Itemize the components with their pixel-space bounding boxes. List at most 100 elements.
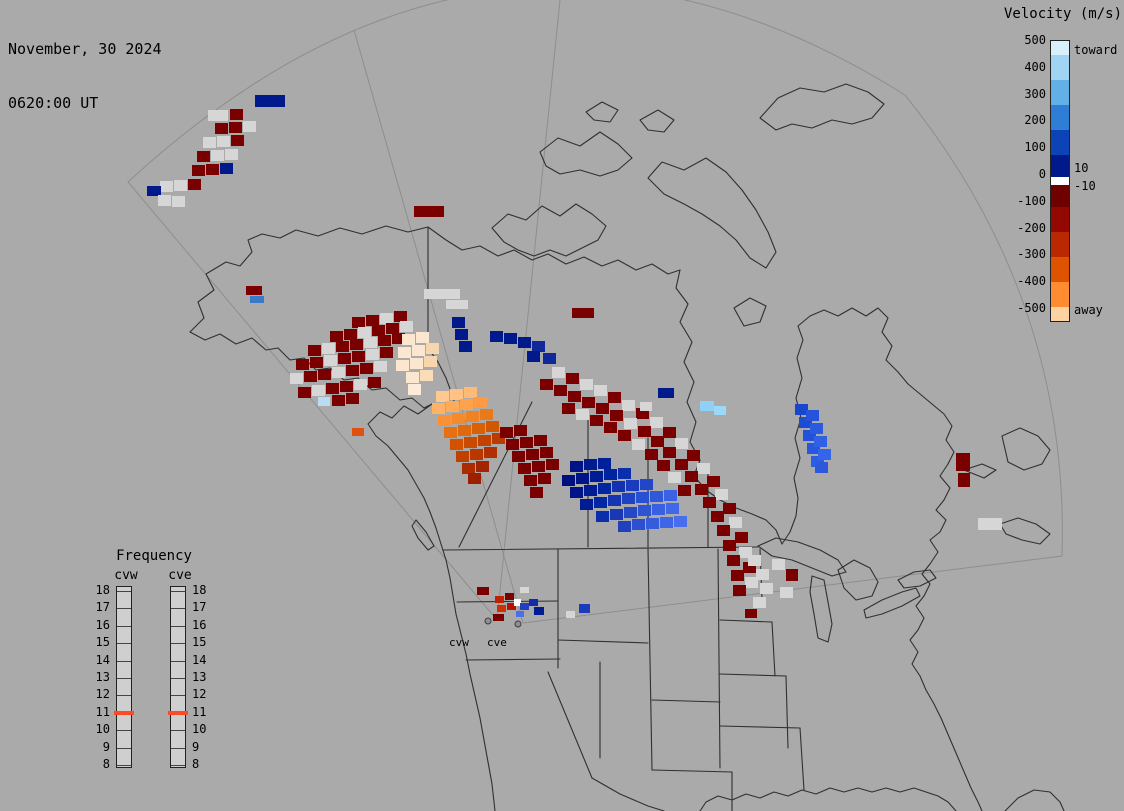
scatter-cell bbox=[582, 397, 595, 408]
scatter-cell bbox=[452, 317, 465, 328]
scatter-cell bbox=[678, 485, 691, 496]
state-border-or-ca bbox=[465, 658, 561, 661]
scatter-cell bbox=[456, 451, 469, 462]
scatter-cell bbox=[626, 480, 639, 491]
scatter-cell bbox=[562, 475, 575, 486]
frequency-tick-label: 14 bbox=[192, 652, 207, 667]
state-border-co-nm bbox=[651, 769, 733, 773]
scatter-cell bbox=[470, 449, 483, 460]
frequency-bar-tick bbox=[117, 591, 131, 592]
velocity-tick-label: -400 bbox=[1017, 274, 1046, 289]
velocity-colorbar bbox=[1050, 40, 1070, 322]
scatter-cell bbox=[612, 481, 625, 492]
scatter-cell bbox=[632, 439, 645, 450]
frequency-tick-label: 11 bbox=[95, 704, 110, 719]
frequency-marker bbox=[168, 711, 188, 716]
scatter-cell bbox=[663, 427, 676, 438]
scatter-cell bbox=[566, 611, 575, 618]
scatter-cell bbox=[336, 341, 349, 352]
scatter-cell bbox=[543, 353, 556, 364]
gulf-coastline bbox=[699, 787, 957, 811]
velocity-color-segment bbox=[1051, 41, 1069, 55]
scatter-cell bbox=[660, 517, 673, 528]
scatter-cell bbox=[580, 379, 593, 390]
scatter-cell bbox=[646, 518, 659, 529]
scatter-cell bbox=[652, 504, 665, 515]
velocity-legend-title: Velocity (m/s) bbox=[1004, 6, 1123, 22]
scatter-cell bbox=[735, 532, 748, 543]
frequency-bar-tick bbox=[117, 678, 131, 679]
scatter-cell bbox=[700, 401, 714, 411]
scatter-cell bbox=[576, 409, 589, 420]
scatter-cell bbox=[529, 599, 538, 606]
scatter-cell bbox=[748, 555, 761, 566]
scatter-cell bbox=[745, 577, 758, 588]
away-label: away bbox=[1074, 303, 1103, 317]
scatter-cell bbox=[304, 371, 317, 382]
scatter-cell bbox=[380, 313, 393, 324]
frequency-tick-label: 18 bbox=[192, 583, 207, 597]
scatter-cell bbox=[723, 503, 736, 514]
scatter-cell bbox=[495, 596, 504, 603]
date-text: November, 30 2024 bbox=[8, 40, 162, 58]
scatter-cell bbox=[229, 122, 242, 133]
lake-huron bbox=[837, 559, 879, 601]
scatter-cell bbox=[650, 417, 663, 428]
time-text: 0620:00 UT bbox=[8, 94, 99, 112]
scatter-cell bbox=[147, 186, 161, 196]
scatter-cell bbox=[552, 367, 565, 378]
scatter-cell bbox=[570, 487, 583, 498]
frequency-bar-tick bbox=[171, 625, 185, 627]
plus10-label: 10 bbox=[1074, 161, 1089, 175]
scatter-cell bbox=[714, 406, 726, 415]
scatter-cell bbox=[532, 341, 545, 352]
ellesmere-island bbox=[759, 83, 885, 131]
frequency-bar-tick bbox=[117, 625, 131, 627]
frequency-tick-label: 11 bbox=[192, 704, 207, 719]
scatter-cell bbox=[298, 387, 311, 398]
frequency-tick-label: 12 bbox=[192, 687, 207, 702]
state-border-wa-or bbox=[456, 600, 559, 603]
frequency-bar-tick bbox=[171, 695, 185, 697]
scatter-cell bbox=[729, 517, 742, 528]
velocity-color-segment bbox=[1051, 155, 1069, 177]
frequency-ticks-right: 18 17 16 15 14 13 12 11 10 9 8 bbox=[192, 584, 214, 774]
scatter-cell bbox=[462, 463, 475, 474]
scatter-cell bbox=[174, 180, 187, 191]
scatter-cell bbox=[554, 385, 567, 396]
fov-fan-cvw-outline bbox=[127, 0, 906, 621]
scatter-cell bbox=[818, 449, 831, 460]
frequency-tick-label: 17 bbox=[192, 600, 207, 615]
scatter-cell bbox=[497, 605, 506, 612]
velocity-tick-label: -500 bbox=[1017, 301, 1046, 315]
scatter-cell bbox=[604, 422, 617, 433]
scatter-cell bbox=[540, 447, 553, 458]
arctic-islet-1 bbox=[585, 101, 619, 123]
scatter-cell bbox=[346, 365, 359, 376]
radar-fov-fans bbox=[127, 0, 1063, 624]
scatter-cell bbox=[368, 377, 381, 388]
scatter-cell bbox=[192, 165, 205, 176]
scatter-cell bbox=[290, 373, 303, 384]
scatter-cell bbox=[538, 473, 551, 484]
scatter-cell bbox=[512, 451, 525, 462]
scatter-cell bbox=[472, 423, 485, 434]
scatter-cell bbox=[572, 308, 594, 318]
scatter-cell bbox=[308, 345, 321, 356]
scatter-cell bbox=[687, 450, 700, 461]
pacific-coastline bbox=[367, 403, 496, 811]
scatter-cell bbox=[215, 123, 228, 134]
scatter-cell bbox=[372, 325, 385, 336]
scatter-cell bbox=[675, 459, 688, 470]
scatter-cell bbox=[590, 471, 603, 482]
frequency-tick-label: 10 bbox=[95, 722, 110, 737]
velocity-color-segment bbox=[1051, 185, 1069, 207]
scatter-cell bbox=[338, 353, 351, 364]
scatter-cell bbox=[452, 413, 465, 424]
frequency-tick-label: 8 bbox=[192, 757, 200, 771]
scatter-cell bbox=[622, 400, 635, 411]
scatter-cell bbox=[638, 426, 651, 437]
scatter-cell bbox=[640, 479, 653, 490]
